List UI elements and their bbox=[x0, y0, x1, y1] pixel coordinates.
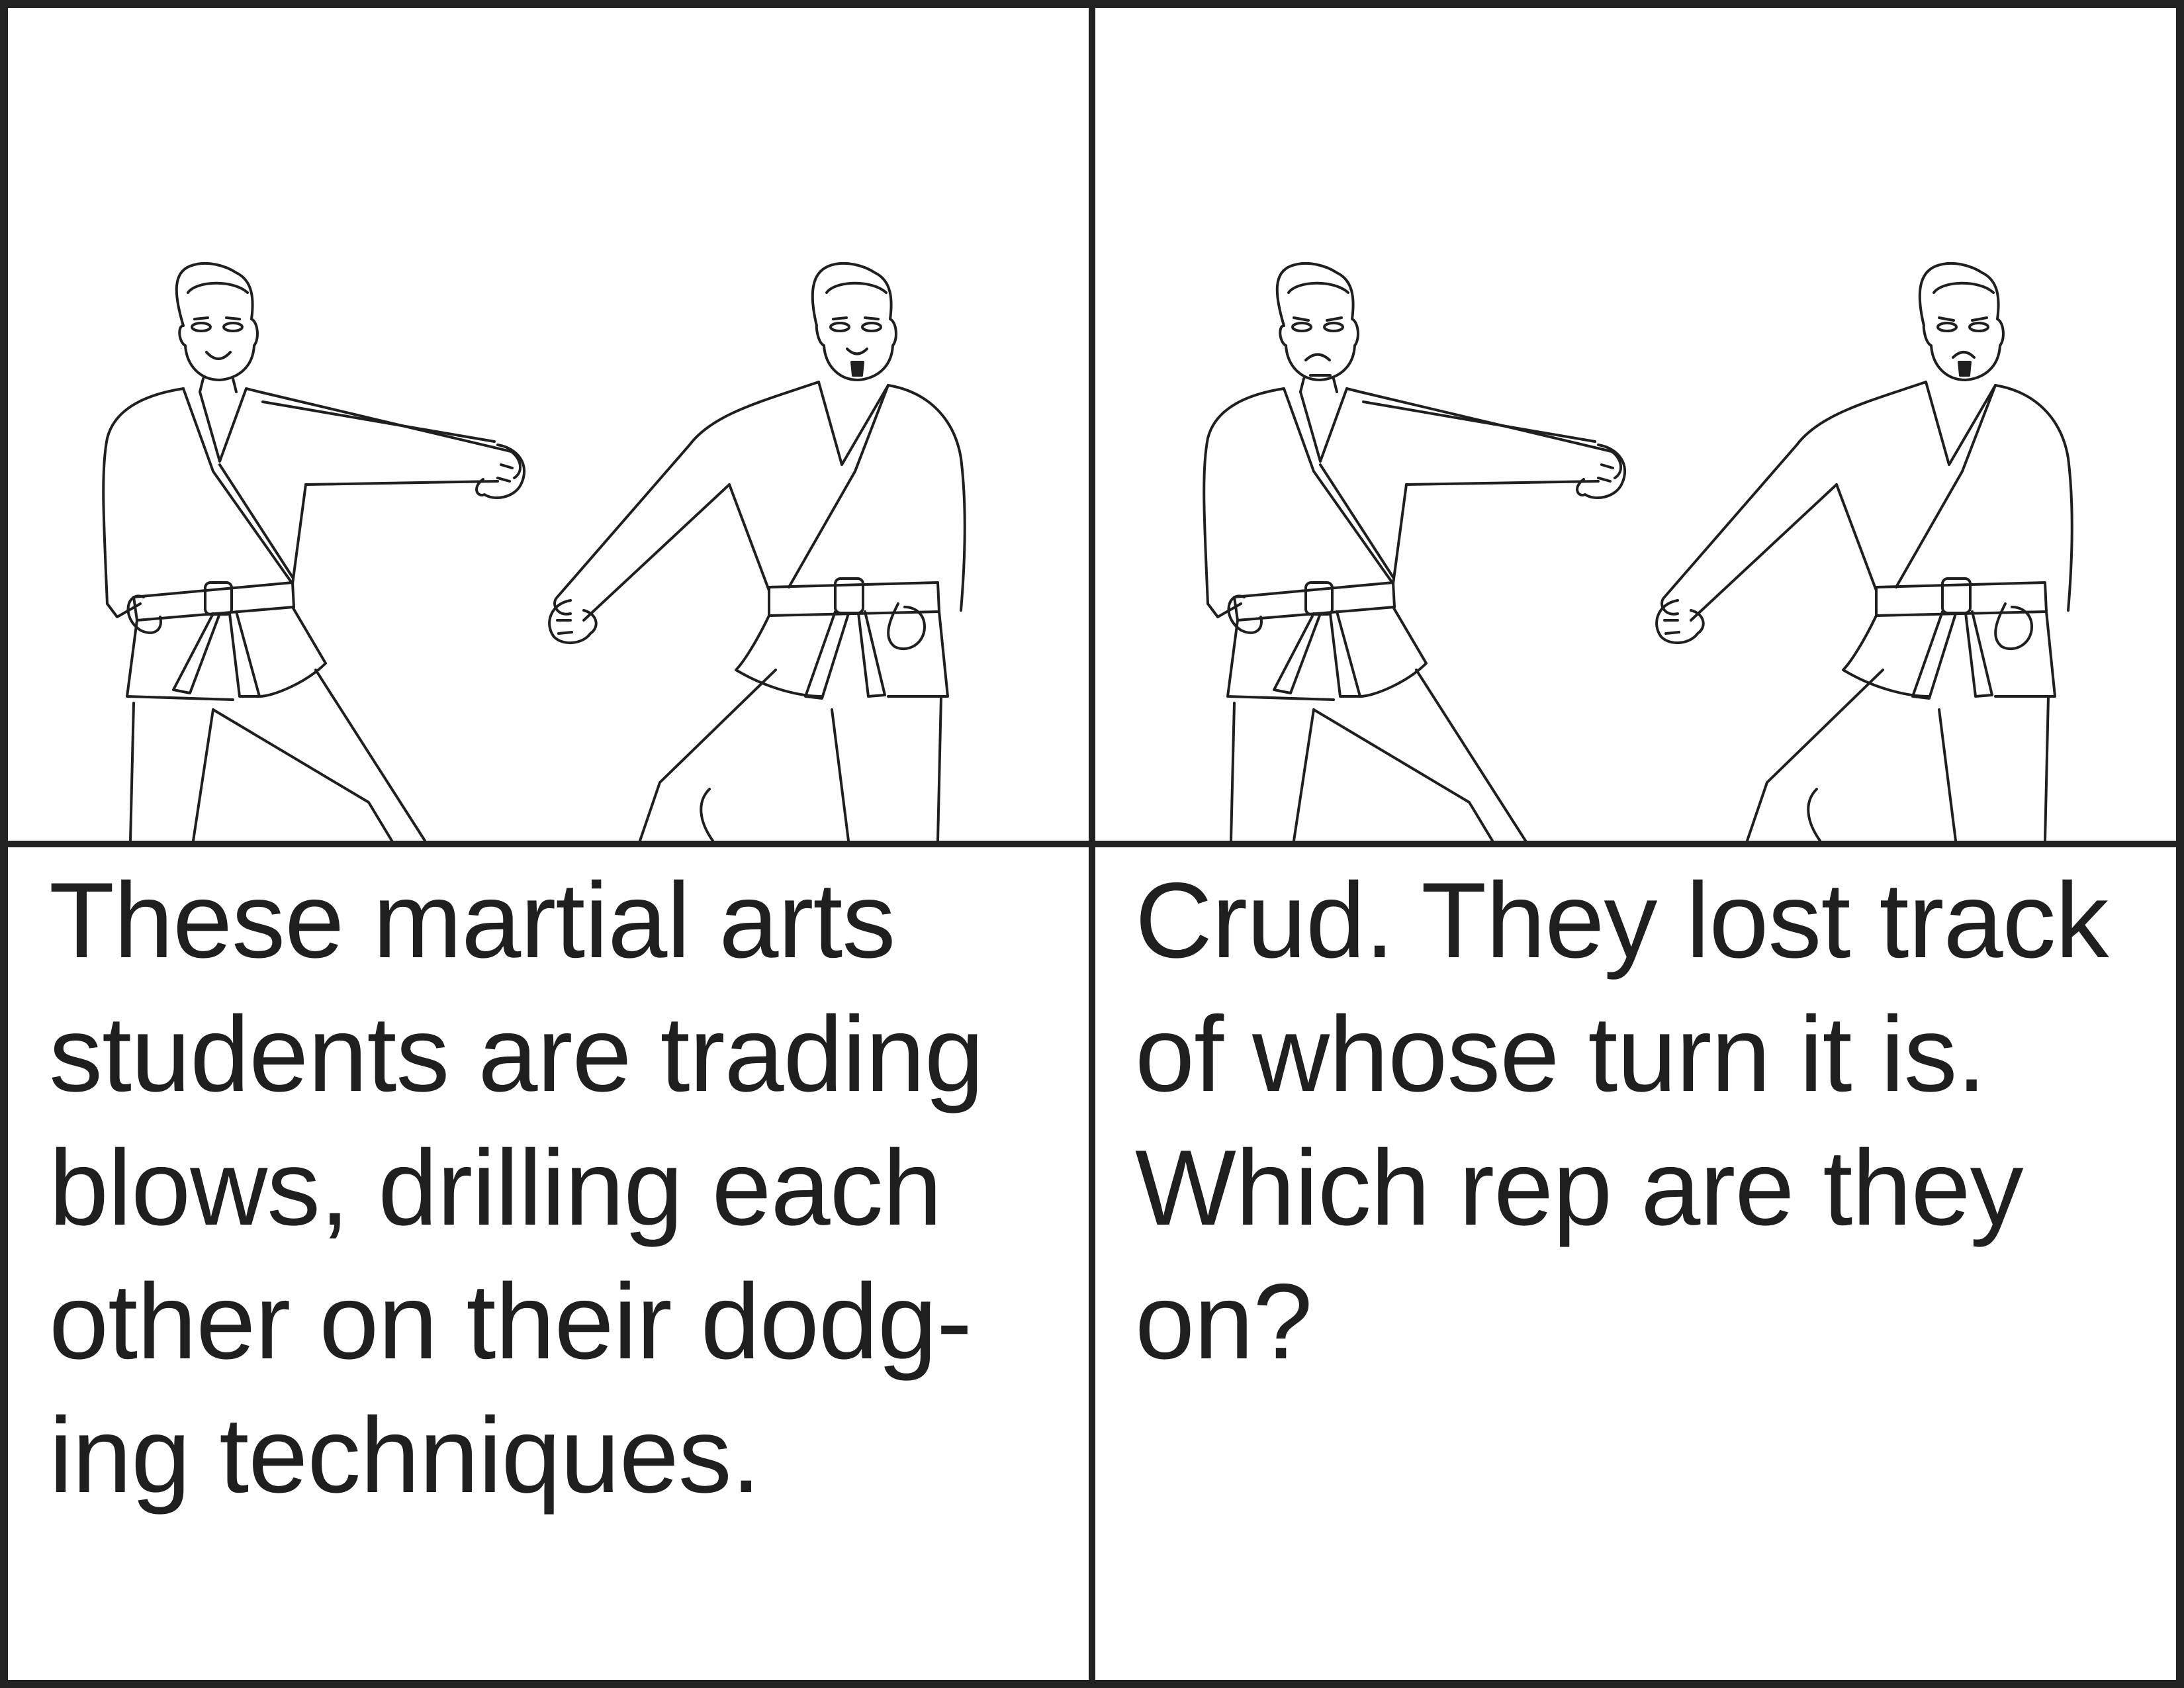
left-student-figure bbox=[102, 261, 525, 841]
panel-1-illustration bbox=[8, 8, 1089, 841]
caption-line: Crud. They lost track bbox=[1135, 861, 2109, 980]
right-student-figure-frowning bbox=[1655, 261, 2073, 841]
panel-1-caption: These martial arts students are trading … bbox=[8, 854, 1089, 1675]
panel-2-svg bbox=[1203, 261, 2073, 841]
panel-1-svg bbox=[102, 261, 966, 841]
caption-line: These martial arts bbox=[49, 861, 895, 980]
frame-divider-horizontal bbox=[0, 841, 2184, 847]
caption-line: of whose turn it is. bbox=[1135, 994, 1987, 1114]
caption-line: blows, drilling each bbox=[49, 1128, 942, 1248]
caption-line: Which rep are they bbox=[1135, 1128, 2024, 1248]
caption-line: ing techniques. bbox=[49, 1395, 761, 1515]
panel-2-caption: Crud. They lost track of whose turn it i… bbox=[1095, 854, 2176, 1675]
caption-line: on? bbox=[1135, 1262, 1312, 1382]
caption-line: students are trading bbox=[49, 994, 984, 1114]
right-student-figure bbox=[548, 261, 966, 841]
panel-2-illustration bbox=[1095, 8, 2176, 841]
caption-line: other on their dodg- bbox=[49, 1262, 972, 1382]
left-student-figure-frowning bbox=[1203, 261, 1626, 841]
